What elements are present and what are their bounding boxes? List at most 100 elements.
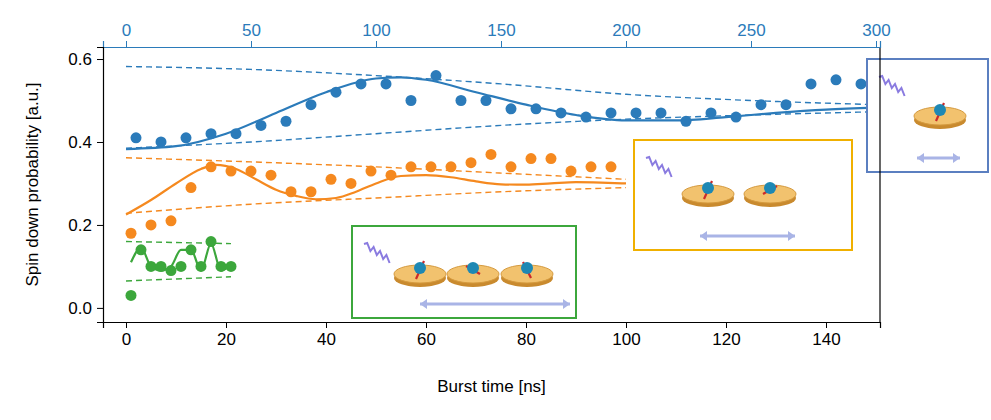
tick: 100: [362, 21, 390, 47]
x2-tick: [251, 41, 252, 47]
data-point: [731, 112, 742, 123]
tick: 150: [487, 21, 515, 47]
x2-tick-label: 200: [612, 21, 640, 40]
data-point: [136, 244, 147, 255]
data-point: [456, 95, 467, 106]
tick: 100: [612, 322, 640, 349]
atom: [764, 182, 776, 194]
atom: [934, 104, 946, 116]
data-point: [356, 78, 367, 89]
data-point: [146, 261, 157, 272]
tick: 20: [217, 322, 236, 349]
data-point: [131, 132, 142, 143]
x2-tick-label: 50: [242, 21, 261, 40]
x-tick-label: 40: [317, 330, 336, 349]
tick: 80: [517, 322, 536, 349]
arrow-head: [700, 231, 707, 241]
data-point: [756, 99, 767, 110]
inset-frame: [634, 140, 852, 250]
x-tick: [326, 322, 327, 328]
tick: 40: [317, 322, 336, 349]
x-tick: [626, 322, 627, 328]
data-point: [856, 78, 867, 89]
data-point: [381, 78, 392, 89]
tick: 50: [242, 21, 261, 47]
data-point: [246, 166, 257, 177]
data-point: [406, 161, 417, 172]
arrow-head: [788, 231, 795, 241]
tick: 0: [122, 322, 131, 349]
x-tick-label: 120: [712, 330, 740, 349]
data-point: [446, 161, 457, 172]
envelope-line: [126, 188, 626, 214]
x-axis-title: Burst time [ns]: [437, 377, 546, 396]
data-point: [166, 215, 177, 226]
tick: 140: [812, 322, 840, 349]
data-point: [781, 99, 792, 110]
data-point: [706, 107, 717, 118]
data-point: [631, 107, 642, 118]
data-point: [566, 166, 577, 177]
data-point: [366, 166, 377, 177]
data-point: [431, 70, 442, 81]
data-point: [206, 236, 217, 247]
insets: [352, 59, 988, 318]
x2-tick-label: 0: [122, 21, 131, 40]
data-point: [346, 178, 357, 189]
x2-tick: [626, 41, 627, 47]
data-point: [466, 157, 477, 168]
x-tick: [726, 322, 727, 328]
data-point: [226, 261, 237, 272]
x-tick: [126, 322, 127, 328]
data-point: [606, 161, 617, 172]
x2-tick: [751, 41, 752, 47]
data-point: [281, 116, 292, 127]
x2-tick: [126, 41, 127, 47]
x-tick-label: 0: [122, 330, 131, 349]
x-tick: [526, 322, 527, 328]
data-point: [186, 182, 197, 193]
x-tick-label: 60: [417, 330, 436, 349]
x2-tick-label: 300: [862, 21, 890, 40]
y-tick-label: 0.0: [68, 299, 92, 318]
data-point: [526, 153, 537, 164]
data-point: [206, 128, 217, 139]
atom: [702, 182, 714, 194]
right-spine: [879, 47, 880, 322]
microwave: [364, 243, 390, 263]
axis-line: [104, 41, 881, 48]
data-point: [226, 166, 237, 177]
data-point: [481, 95, 492, 106]
tick: 0.6: [68, 50, 103, 69]
x-axis: 0 20 40 60 80 100 120 140: [104, 322, 881, 349]
data-point: [266, 170, 277, 181]
data-point: [606, 107, 617, 118]
tick: 0.2: [68, 216, 103, 235]
data-point: [216, 261, 227, 272]
microwave: [646, 157, 672, 177]
fit-line: [126, 77, 876, 149]
plot-area: [103, 47, 880, 322]
atom: [521, 262, 533, 274]
inset-frame: [352, 226, 576, 318]
x-tick: [426, 322, 427, 328]
x-tick-label: 20: [217, 330, 236, 349]
inset-frame: [867, 59, 988, 172]
data-point: [326, 174, 337, 185]
data-point: [166, 265, 177, 276]
y-tick-label: 0.2: [68, 216, 92, 235]
data-point: [486, 149, 497, 160]
data-point: [531, 103, 542, 114]
y-tick-label: 0.6: [68, 50, 92, 69]
data-point: [156, 261, 167, 272]
microwave: [879, 76, 905, 96]
data-point: [386, 170, 397, 181]
range-arrow: [420, 303, 570, 306]
tick: 0: [122, 21, 131, 47]
inset: [634, 140, 852, 250]
y-tick: [97, 308, 103, 309]
envelope-line: [126, 277, 231, 281]
data-point: [146, 219, 157, 230]
data-point: [186, 244, 197, 255]
data-point: [331, 87, 342, 98]
